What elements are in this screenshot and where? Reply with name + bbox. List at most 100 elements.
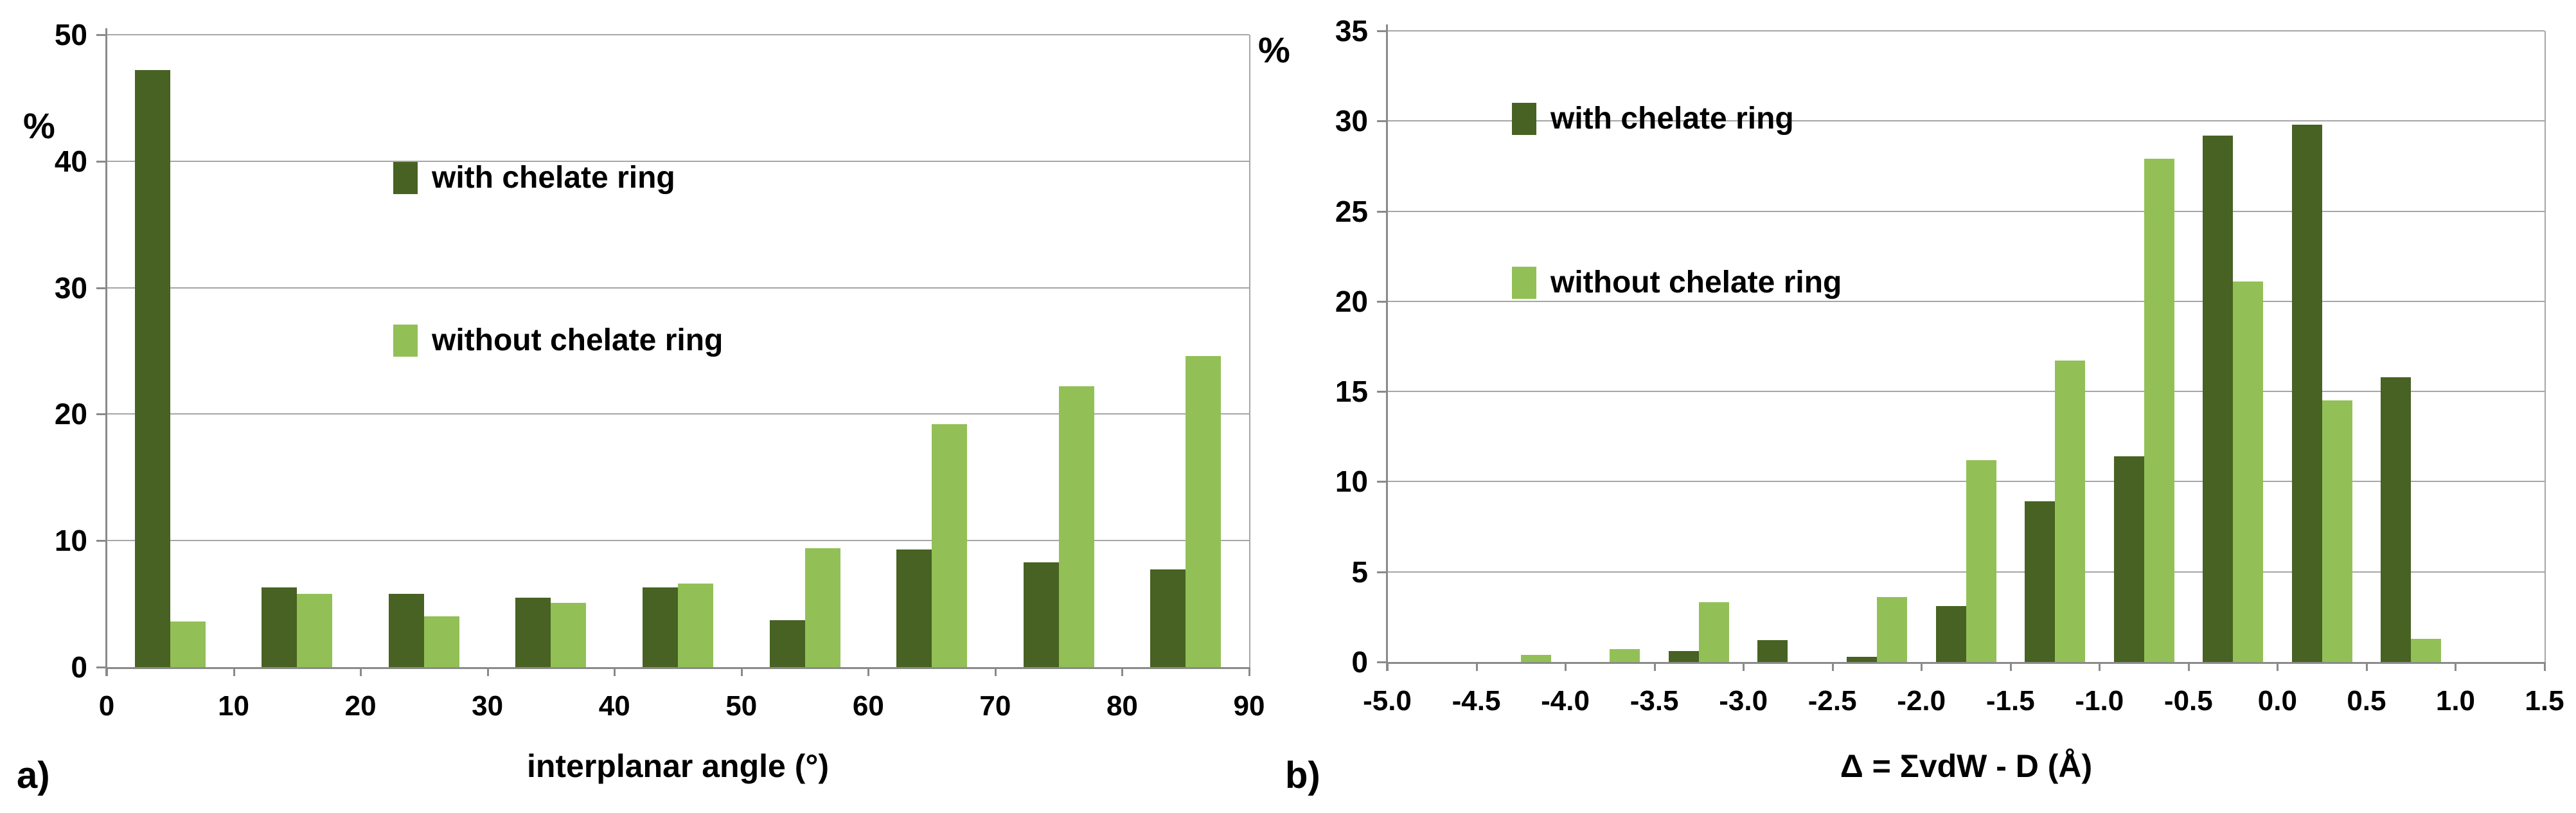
bar-without-chelate — [2233, 281, 2264, 662]
bar-without-chelate — [551, 602, 587, 667]
x-tick-label: 1.5 — [2525, 685, 2564, 717]
x-tick-mark — [2277, 662, 2279, 671]
bar-with-chelate — [388, 593, 424, 667]
y-tick-label: 40 — [54, 144, 87, 178]
gridline — [107, 34, 1249, 35]
x-tick-label: -2.5 — [1808, 685, 1857, 717]
y-tick-mark — [1377, 300, 1387, 303]
y-tick-label: 25 — [1335, 194, 1368, 228]
y-tick-mark — [1377, 210, 1387, 213]
x-tick-label: -4.5 — [1452, 685, 1501, 717]
x-tick-label: 30 — [472, 690, 504, 722]
x-tick-mark — [1653, 662, 1656, 671]
x-tick-mark — [360, 667, 362, 676]
gridline — [1387, 391, 2545, 393]
bar-with-chelate — [643, 587, 678, 667]
bar-with-chelate — [2113, 456, 2144, 662]
legend-label: with chelate ring — [1550, 102, 1794, 136]
x-tick-mark — [2455, 662, 2457, 671]
y-tick-mark — [96, 540, 107, 542]
x-tick-mark — [1475, 662, 1478, 671]
bar-without-chelate — [1610, 649, 1640, 662]
bar-with-chelate — [134, 70, 170, 667]
bar-with-chelate — [1668, 651, 1699, 662]
bar-without-chelate — [2322, 400, 2352, 662]
gridline — [1387, 300, 2545, 302]
y-tick-mark — [1377, 30, 1387, 32]
x-tick-label: 70 — [979, 690, 1011, 722]
legend-swatch-dark-green — [1512, 103, 1536, 135]
y-tick-label: 15 — [1335, 375, 1368, 409]
gridline — [1387, 30, 2545, 31]
bar-with-chelate — [2381, 377, 2412, 662]
x-axis-title-b: Δ = ΣvdW - D (Å) — [1840, 748, 2093, 784]
bar-without-chelate — [423, 616, 459, 667]
legend-entry-without-chelate: without chelate ring — [393, 325, 723, 357]
y-tick-label: 5 — [1351, 555, 1368, 589]
bar-without-chelate — [170, 621, 206, 667]
y-tick-mark — [1377, 120, 1387, 123]
x-tick-mark — [1565, 662, 1567, 671]
x-tick-mark — [1831, 662, 1834, 671]
x-tick-mark — [2544, 662, 2546, 671]
x-tick-mark — [740, 667, 743, 676]
bar-with-chelate — [515, 597, 551, 667]
bar-without-chelate — [678, 584, 713, 667]
bar-without-chelate — [1966, 460, 1996, 662]
x-tick-label: 40 — [598, 690, 630, 722]
panel-label-a: a) — [17, 755, 50, 796]
bar-with-chelate — [896, 549, 932, 667]
x-tick-mark — [2099, 662, 2101, 671]
x-tick-mark — [614, 667, 616, 676]
bar-with-chelate — [1757, 640, 1788, 662]
x-tick-mark — [1121, 667, 1124, 676]
y-tick-label: 0 — [1351, 645, 1368, 679]
x-tick-mark — [233, 667, 235, 676]
bar-without-chelate — [1058, 386, 1094, 667]
bar-with-chelate — [1150, 569, 1186, 667]
x-tick-mark — [2187, 662, 2190, 671]
x-tick-label: 50 — [725, 690, 758, 722]
bar-with-chelate — [1846, 656, 1877, 662]
x-tick-label: 80 — [1106, 690, 1138, 722]
gridline — [1387, 120, 2545, 122]
legend-label: without chelate ring — [432, 323, 724, 357]
bar-without-chelate — [2055, 361, 2086, 662]
gridline — [107, 413, 1249, 415]
y-tick-label: 0 — [71, 650, 87, 684]
y-tick-mark — [96, 34, 107, 36]
x-tick-label: 20 — [344, 690, 377, 722]
panel-label-b: b) — [1285, 755, 1320, 796]
y-tick-mark — [96, 413, 107, 416]
gridline — [107, 287, 1249, 289]
x-tick-mark — [867, 667, 870, 676]
legend-entry-without-chelate: without chelate ring — [1512, 267, 1842, 299]
x-tick-mark — [994, 667, 997, 676]
y-tick-mark — [1377, 481, 1387, 483]
x-tick-label: 1.0 — [2435, 685, 2476, 717]
y-tick-mark — [96, 666, 107, 668]
y-tick-mark — [96, 160, 107, 163]
bar-with-chelate — [2291, 124, 2322, 662]
x-tick-mark — [2009, 662, 2012, 671]
x-tick-mark — [2365, 662, 2368, 671]
x-tick-mark — [486, 667, 489, 676]
bar-with-chelate — [2025, 501, 2056, 662]
y-tick-label: 20 — [1335, 284, 1368, 318]
x-tick-mark — [1921, 662, 1923, 671]
gridline — [107, 540, 1249, 542]
plot-right-border — [1249, 35, 1250, 667]
y-tick-label: 10 — [54, 524, 87, 558]
x-tick-label: -2.0 — [1897, 685, 1946, 717]
bar-with-chelate — [769, 620, 805, 667]
x-tick-mark — [1743, 662, 1745, 671]
y-tick-mark — [1377, 661, 1387, 663]
y-tick-label: 50 — [54, 18, 87, 51]
bar-without-chelate — [297, 593, 333, 667]
legend-entry-with-chelate: with chelate ring — [1512, 103, 1794, 135]
legend-swatch-light-green — [393, 325, 418, 357]
legend-entry-with-chelate: with chelate ring — [393, 162, 675, 194]
x-tick-label: -1.5 — [1985, 685, 2035, 717]
y-axis-unit-label-a: % — [23, 105, 55, 146]
